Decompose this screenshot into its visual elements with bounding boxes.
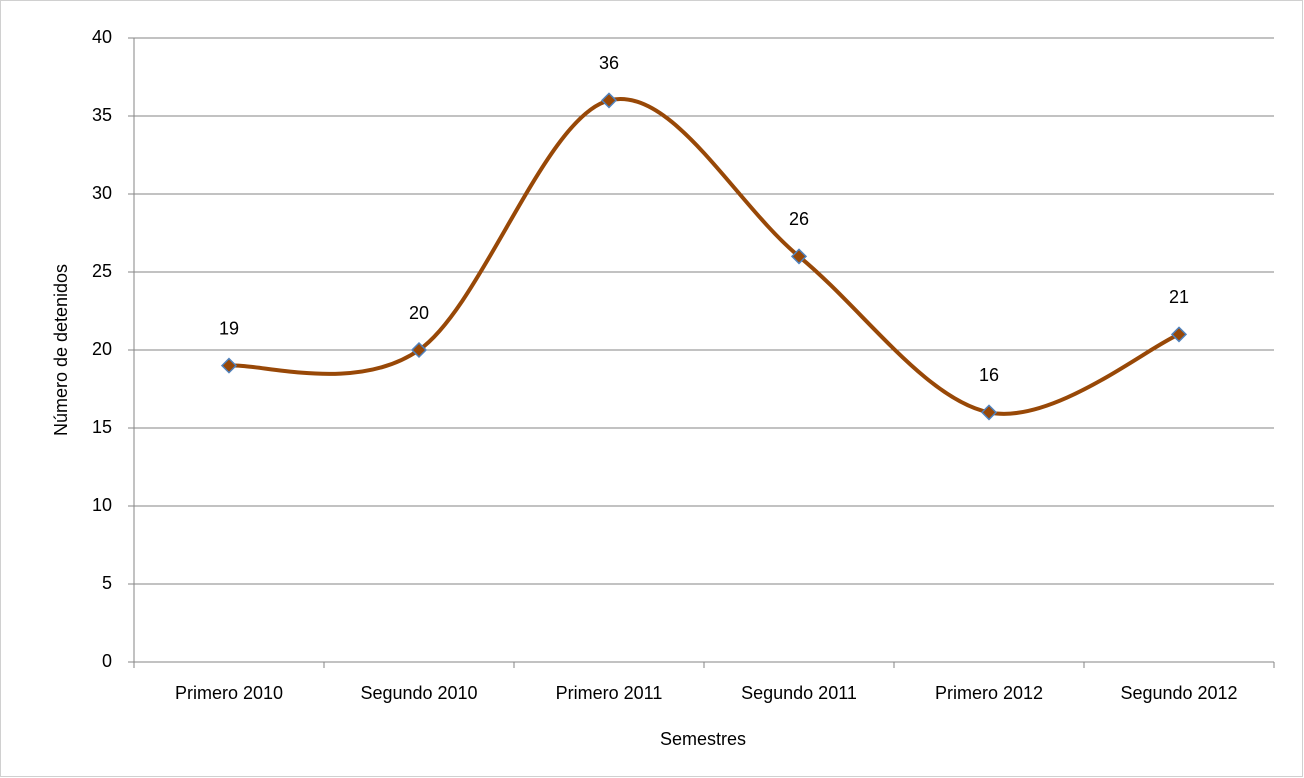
marker — [410, 341, 428, 359]
data-label: 20 — [409, 303, 429, 323]
x-tick-label: Segundo 2011 — [741, 683, 857, 703]
x-tick-label: Primero 2011 — [556, 683, 663, 703]
x-tick-label: Segundo 2010 — [360, 683, 477, 703]
marker — [790, 248, 808, 265]
y-axis-label: Número de detenidos — [51, 264, 71, 436]
x-tick-label: Segundo 2012 — [1120, 683, 1237, 703]
y-tick-label: 25 — [92, 261, 112, 281]
y-tick-label: 40 — [92, 27, 112, 47]
y-tick-label: 5 — [102, 573, 112, 593]
marker — [600, 92, 618, 109]
y-tick-label: 35 — [92, 105, 112, 125]
y-tick-label: 30 — [92, 183, 112, 203]
x-tick-label: Primero 2012 — [935, 683, 1043, 703]
y-tick-label: 15 — [92, 417, 112, 437]
marker — [1170, 326, 1188, 343]
data-label: 26 — [789, 209, 809, 229]
y-tick-label: 0 — [102, 651, 112, 671]
data-label: 21 — [1169, 287, 1189, 307]
marker — [220, 357, 238, 374]
y-tick-label: 20 — [92, 339, 112, 359]
marker — [980, 404, 998, 421]
x-axis-label: Semestres — [660, 729, 746, 749]
x-tick-label: Primero 2010 — [175, 683, 283, 703]
data-label: 16 — [979, 365, 999, 385]
data-label: 36 — [599, 53, 619, 73]
data-label: 19 — [219, 318, 239, 338]
y-tick-label: 10 — [92, 495, 112, 515]
